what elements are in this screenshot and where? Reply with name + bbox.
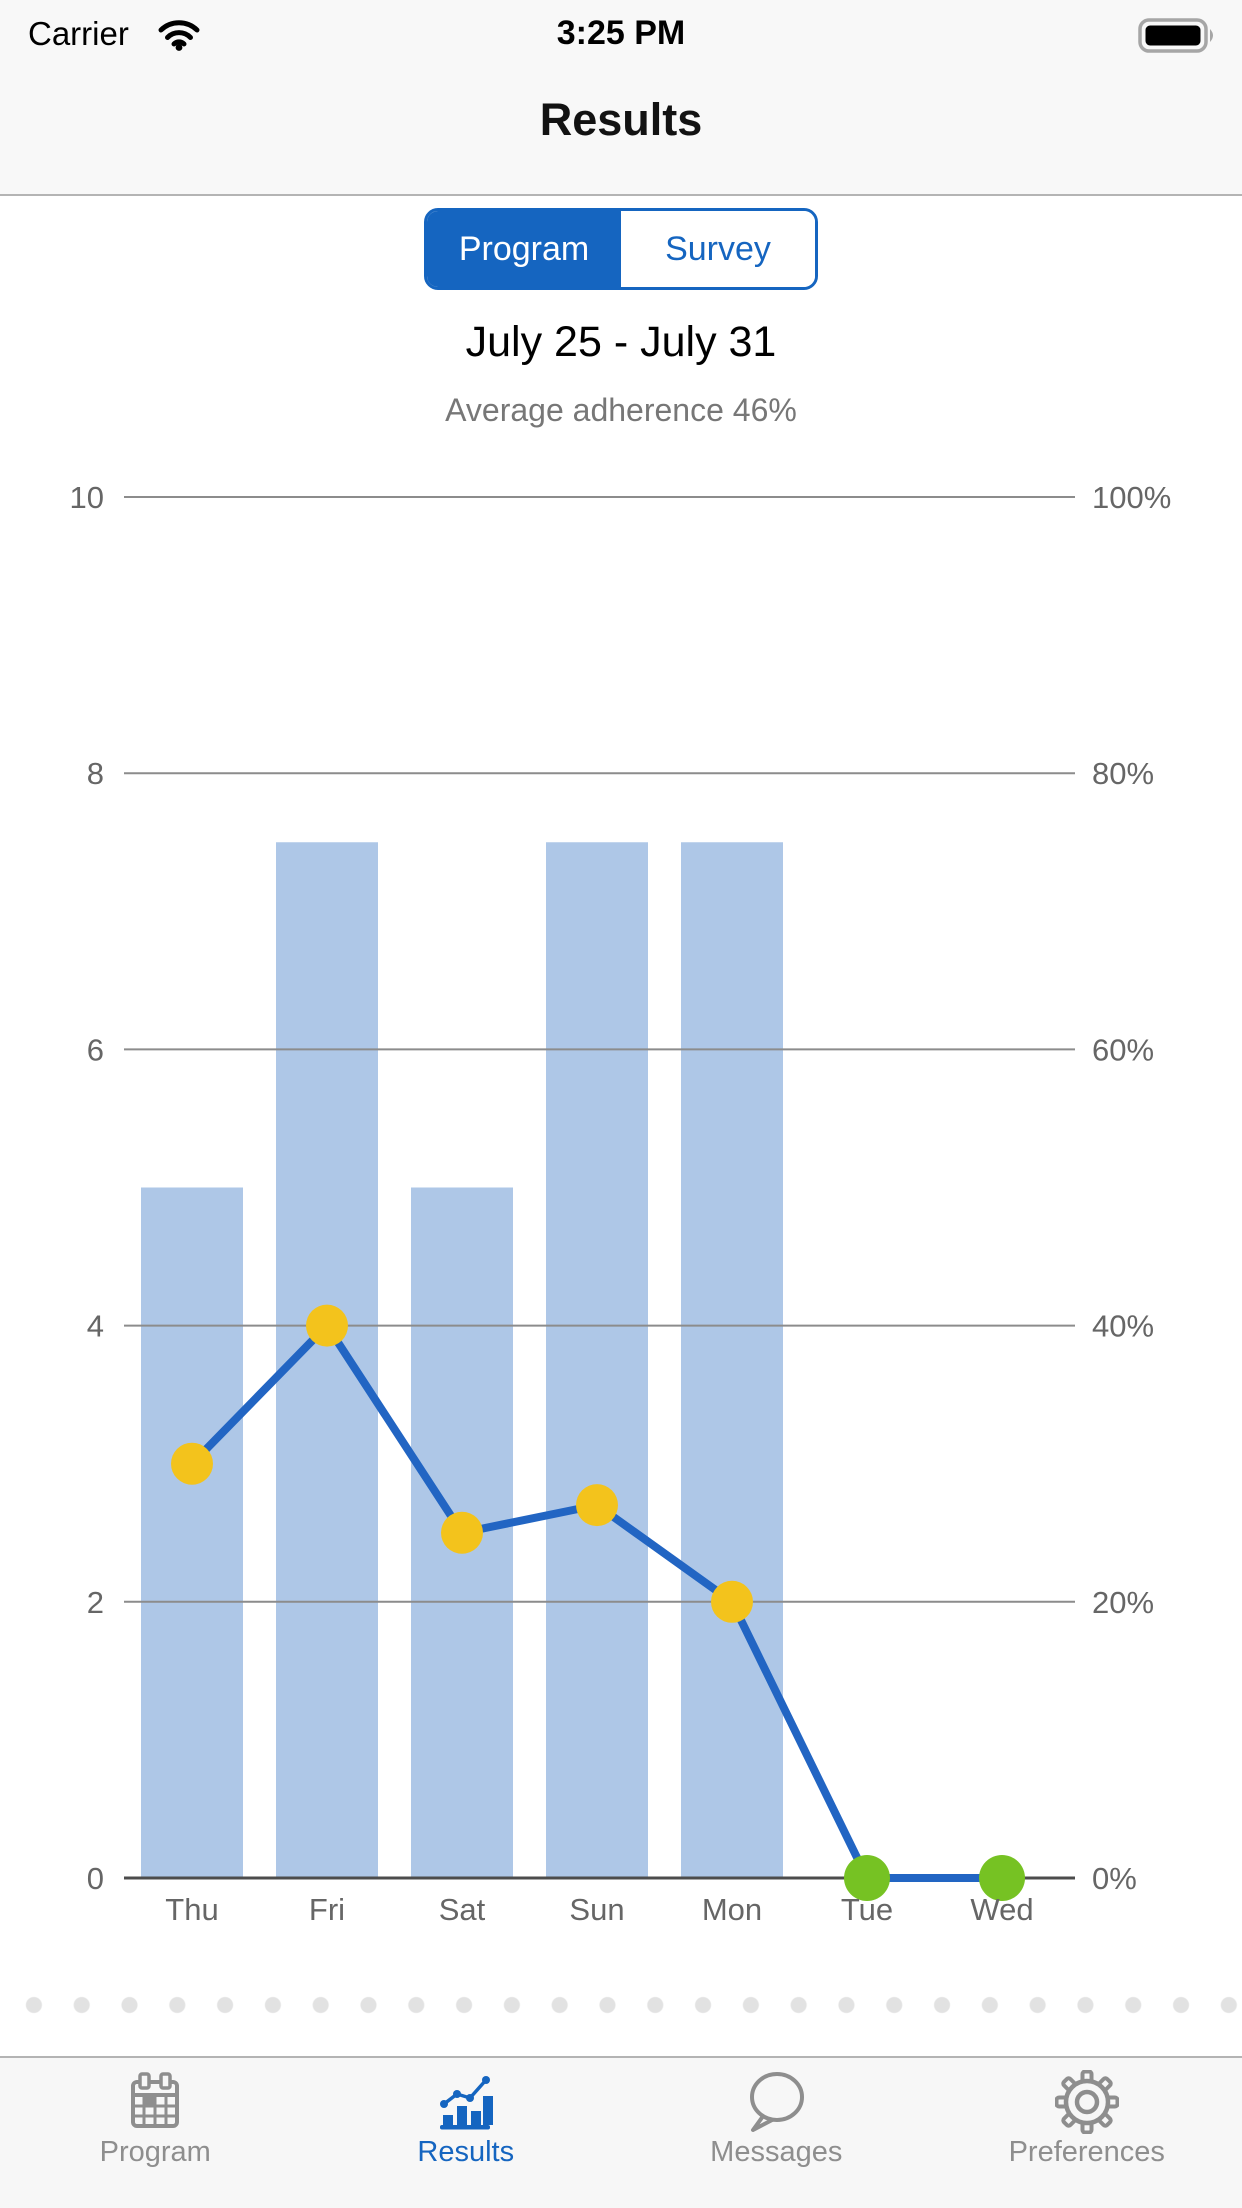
calendar-icon — [131, 2072, 180, 2128]
tab-bar: Program Results Messages — [0, 2056, 1242, 2208]
average-adherence-subtitle: Average adherence 46% — [445, 392, 797, 428]
wifi-icon — [158, 20, 200, 51]
x-axis-label: Thu — [165, 1892, 218, 1927]
tab-messages[interactable]: Messages — [621, 2058, 932, 2208]
gear-icon — [1054, 2070, 1119, 2134]
bar-mon — [681, 842, 783, 1878]
segment-survey[interactable]: Survey — [621, 211, 815, 287]
data-point-sat — [441, 1511, 483, 1554]
bar-sun — [546, 842, 648, 1878]
left-axis-tick: 10 — [70, 480, 104, 515]
x-axis-label: Sat — [439, 1892, 486, 1927]
data-point-mon — [711, 1580, 753, 1623]
page-title: Results — [539, 94, 703, 145]
status-bar: Carrier 3:25 PM — [0, 12, 1242, 56]
bar-thu — [141, 1187, 243, 1878]
tab-program-label: Program — [99, 2136, 211, 2168]
dotted-separator — [0, 1984, 1242, 2026]
speech-bubble-icon — [750, 2072, 805, 2132]
left-axis-tick: 8 — [87, 756, 104, 791]
left-axis-tick: 0 — [87, 1861, 104, 1896]
tab-program[interactable]: Program — [0, 2058, 311, 2208]
right-axis-tick: 100% — [1092, 480, 1171, 515]
data-point-wed — [979, 1855, 1025, 1901]
header: Carrier 3:25 PM Results — [0, 0, 1242, 196]
right-axis-tick: 0% — [1092, 1861, 1137, 1896]
segmented-control: Program Survey — [424, 208, 818, 290]
right-axis-tick: 20% — [1092, 1585, 1154, 1620]
x-axis-label: Mon — [702, 1892, 762, 1927]
tab-preferences-label: Preferences — [1008, 2136, 1165, 2168]
tab-messages-label: Messages — [710, 2136, 843, 2168]
right-axis-tick: 40% — [1092, 1309, 1154, 1344]
date-range-title: July 25 - July 31 — [465, 318, 777, 366]
x-axis-label: Sun — [569, 1892, 624, 1927]
right-axis-tick: 60% — [1092, 1032, 1154, 1067]
segment-program[interactable]: Program — [427, 211, 621, 287]
tab-results[interactable]: Results — [311, 2058, 622, 2208]
carrier-label: Carrier — [28, 15, 129, 52]
left-axis-tick: 6 — [87, 1032, 104, 1067]
x-axis-label: Fri — [309, 1892, 345, 1927]
data-point-sun — [576, 1484, 618, 1527]
right-axis-tick: 80% — [1092, 756, 1154, 791]
data-point-tue — [844, 1855, 890, 1901]
tab-preferences[interactable]: Preferences — [932, 2058, 1242, 2208]
battery-icon — [1138, 18, 1213, 53]
clock: 3:25 PM — [556, 14, 686, 52]
x-axis-label: Tue — [841, 1892, 893, 1927]
bar-chart-icon — [439, 2076, 493, 2130]
adherence-chart: 0 0% 2 20% 4 40% 6 60% 8 80% 10 100% Thu Fri Sat Sun Mon… — [70, 480, 1172, 1927]
x-axis-label: Wed — [970, 1892, 1033, 1927]
tab-results-label: Results — [417, 2136, 515, 2168]
left-axis-tick: 4 — [87, 1309, 104, 1344]
data-point-thu — [171, 1442, 213, 1485]
data-point-fri — [306, 1304, 348, 1347]
left-axis-tick: 2 — [87, 1585, 104, 1620]
